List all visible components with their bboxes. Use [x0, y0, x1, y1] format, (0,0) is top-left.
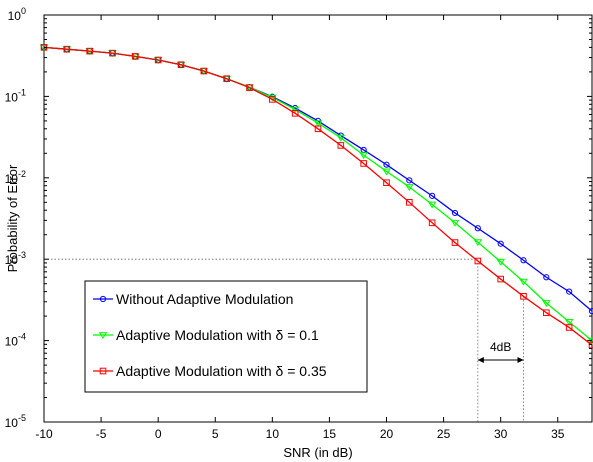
data-point — [63, 45, 71, 53]
data-point — [406, 199, 413, 206]
series-line — [43, 46, 593, 346]
data-point — [360, 160, 367, 167]
y-tick-label: 10-4 — [5, 332, 26, 349]
arrow-head-right — [517, 357, 524, 363]
data-point — [564, 318, 574, 326]
y-axis-label: Probability of Error — [5, 164, 20, 272]
data-point — [427, 201, 437, 209]
data-point — [428, 219, 436, 227]
data-point — [383, 161, 390, 168]
x-tick-label: 25 — [437, 427, 451, 441]
data-point — [382, 168, 391, 176]
data-point — [588, 341, 593, 349]
data-point — [269, 96, 276, 103]
data-point — [383, 179, 390, 187]
data-point — [474, 225, 481, 232]
x-tick-label: -10 — [35, 427, 53, 441]
data-point — [473, 239, 483, 247]
data-point — [154, 56, 162, 64]
annotation-label: 4dB — [490, 340, 511, 354]
x-tick-label: 5 — [212, 427, 219, 441]
legend-label: Adaptive Modulation with δ = 0.35 — [116, 363, 327, 379]
data-point — [588, 308, 593, 315]
data-point — [359, 152, 368, 160]
arrow-head-left — [477, 357, 484, 363]
data-point — [337, 142, 345, 149]
legend-box — [84, 280, 368, 393]
data-point — [246, 84, 253, 91]
data-point — [496, 258, 505, 266]
data-point — [177, 61, 185, 69]
legend-entry-3: Adaptive Modulation with δ = 0.35 — [93, 363, 327, 379]
data-point — [450, 219, 460, 227]
data-point — [520, 293, 527, 300]
data-point — [519, 278, 528, 286]
series-3 — [40, 44, 593, 349]
data-point — [290, 106, 300, 114]
data-point — [566, 288, 573, 295]
data-point — [451, 239, 459, 246]
legend-label: Without Adaptive Modulation — [116, 291, 293, 307]
data-point — [474, 257, 482, 265]
y-tick-label: 10-1 — [5, 87, 26, 104]
x-axis-label: SNR (in dB) — [283, 445, 352, 460]
x-tick-label: 15 — [323, 427, 337, 441]
x-tick-label: 0 — [155, 427, 162, 441]
legend-entry-2: Adaptive Modulation with δ = 0.1 — [93, 327, 319, 343]
data-point — [200, 67, 208, 75]
x-tick-label: 10 — [266, 427, 280, 441]
data-point — [99, 367, 107, 375]
data-point — [406, 177, 413, 184]
data-point — [223, 75, 230, 82]
data-point — [98, 332, 108, 340]
data-point — [520, 257, 527, 264]
data-point — [313, 120, 323, 128]
legend-entry-1: Without Adaptive Modulation — [93, 291, 293, 307]
data-point — [543, 274, 550, 281]
data-point — [497, 240, 504, 247]
legend-label: Adaptive Modulation with δ = 0.1 — [116, 327, 319, 343]
x-tick-label: 20 — [380, 427, 394, 441]
x-tick-label: 35 — [551, 427, 565, 441]
data-point — [543, 309, 550, 317]
x-tick-label: -5 — [96, 427, 107, 441]
data-point — [86, 47, 93, 55]
data-point — [497, 275, 504, 283]
y-tick-label: 10-5 — [5, 413, 26, 430]
data-point — [542, 300, 551, 307]
x-tick-label: 30 — [494, 427, 508, 441]
data-point — [429, 192, 436, 199]
data-point — [451, 209, 459, 217]
data-point — [336, 134, 346, 142]
data-point — [405, 184, 414, 192]
data-point — [314, 125, 322, 133]
y-tick-label: 100 — [8, 6, 26, 23]
data-point — [109, 49, 116, 57]
data-point — [99, 295, 107, 303]
data-point — [291, 109, 299, 117]
data-point — [132, 53, 139, 60]
data-point — [565, 324, 573, 331]
